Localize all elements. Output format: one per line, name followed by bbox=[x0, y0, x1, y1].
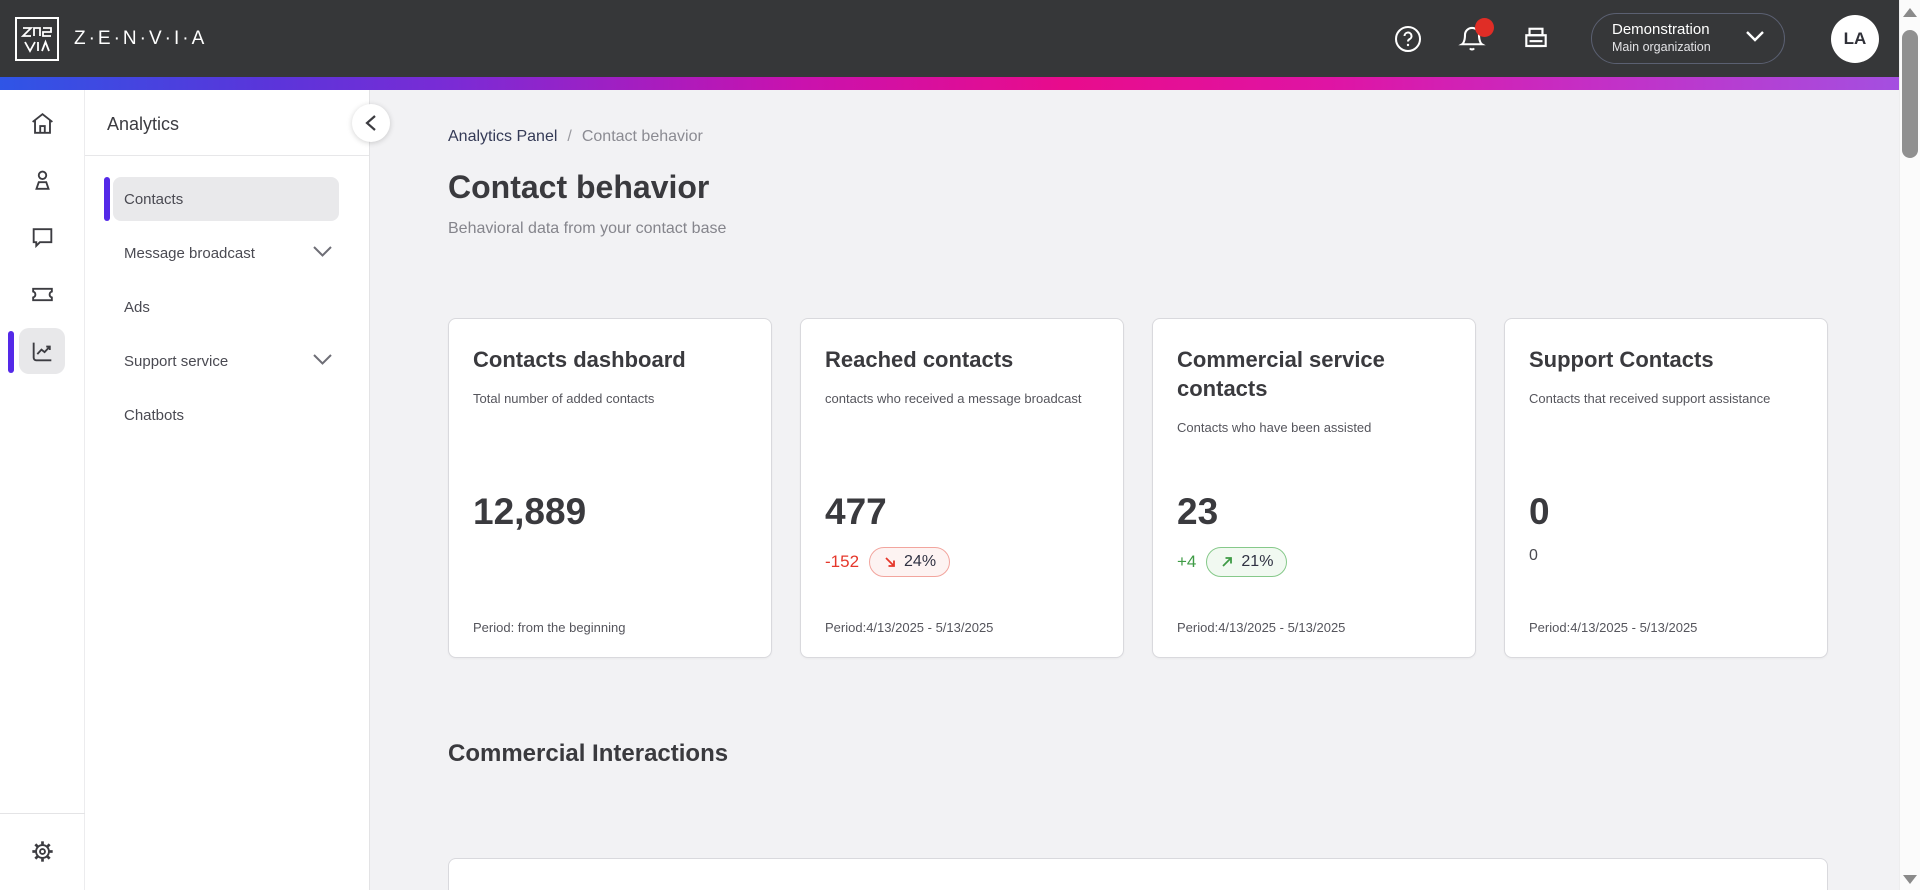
card-delta-row: -152 24% bbox=[825, 547, 951, 577]
chevron-left-icon bbox=[365, 115, 376, 131]
card-commercial-service-contacts: Commercial service contacts Contacts who… bbox=[1152, 318, 1476, 658]
organization-subtitle: Main organization bbox=[1612, 40, 1711, 55]
sidebar-item-label: Support service bbox=[124, 352, 229, 370]
card-period: Period:4/13/2025 - 5/13/2025 bbox=[1529, 620, 1698, 635]
page-subtitle: Behavioral data from your contact base bbox=[448, 220, 727, 237]
scrollbar-thumb[interactable] bbox=[1902, 30, 1918, 158]
card-description: contacts who received a message broadcas… bbox=[825, 391, 1082, 406]
help-icon[interactable] bbox=[1393, 24, 1423, 54]
ticket-icon bbox=[19, 271, 65, 317]
zenvia-logo-icon bbox=[15, 16, 59, 61]
notifications-bell-icon[interactable] bbox=[1457, 17, 1494, 54]
main-content: Analytics Panel / Contact behavior Conta… bbox=[370, 90, 1899, 890]
delta-value: -152 bbox=[825, 552, 860, 571]
commercial-interactions-card bbox=[448, 858, 1828, 890]
card-period: Period:4/13/2025 - 5/13/2025 bbox=[825, 620, 994, 635]
chevron-down-icon bbox=[312, 245, 333, 262]
card-period: Period:4/13/2025 - 5/13/2025 bbox=[1177, 620, 1346, 635]
card-title: Reached contacts bbox=[825, 347, 1014, 372]
arrow-up-right-icon bbox=[1222, 557, 1233, 567]
card-value: 12,889 bbox=[473, 491, 587, 532]
rail-item-conversations[interactable] bbox=[0, 214, 85, 260]
page-scrollbar[interactable] bbox=[1899, 0, 1920, 890]
sidebar-title: Analytics bbox=[107, 114, 180, 134]
analytics-sidebar: Analytics Contacts Message broadcast Ads… bbox=[85, 90, 370, 890]
brand-wordmark: Z·E·N·V·I·A bbox=[74, 27, 208, 49]
rail-divider bbox=[0, 813, 85, 814]
breadcrumb-analytics-panel[interactable]: Analytics Panel bbox=[448, 128, 558, 145]
trend-badge-negative: 24% bbox=[869, 547, 951, 577]
card-period: Period: from the beginning bbox=[473, 620, 626, 635]
card-value: 477 bbox=[825, 491, 887, 532]
card-description: Contacts that received support assistanc… bbox=[1529, 391, 1771, 406]
breadcrumb-current: Contact behavior bbox=[581, 128, 703, 145]
page-title: Contact behavior bbox=[448, 169, 710, 205]
sidebar-menu: Contacts Message broadcast Ads Support s… bbox=[85, 156, 369, 437]
organization-name: Demonstration bbox=[1612, 21, 1710, 39]
sidebar-item-contacts[interactable]: Contacts bbox=[85, 177, 369, 221]
rail-item-settings[interactable] bbox=[0, 828, 85, 874]
person-icon bbox=[19, 157, 65, 203]
breadcrumb-separator: / bbox=[567, 128, 572, 145]
delta-value: +4 bbox=[1177, 552, 1197, 571]
rail-item-home[interactable] bbox=[0, 100, 85, 146]
organization-switcher[interactable]: Demonstration Main organization bbox=[1591, 13, 1785, 64]
sidebar-item-label: Chatbots bbox=[124, 406, 185, 424]
card-description: Contacts who have been assisted bbox=[1177, 420, 1372, 435]
top-bar: Z·E·N·V·I·A De bbox=[0, 0, 1899, 77]
card-title: Commercial service contacts bbox=[1177, 347, 1385, 401]
icon-rail bbox=[0, 90, 85, 890]
scrollbar-up-arrow[interactable] bbox=[1903, 8, 1917, 17]
rail-item-contacts[interactable] bbox=[0, 157, 85, 203]
card-contacts-dashboard: Contacts dashboard Total number of added… bbox=[448, 318, 772, 658]
sidebar-collapse-button[interactable] bbox=[352, 104, 390, 142]
card-support-contacts: Support Contacts Contacts that received … bbox=[1504, 318, 1828, 658]
rail-item-tickets[interactable] bbox=[0, 271, 85, 317]
card-delta-row: 0 bbox=[1529, 547, 1538, 565]
rail-item-analytics[interactable] bbox=[0, 328, 85, 374]
chat-bubble-icon bbox=[19, 214, 65, 260]
sidebar-divider bbox=[85, 155, 369, 156]
sidebar-item-label: Message broadcast bbox=[124, 244, 255, 262]
sidebar-item-message-broadcast[interactable]: Message broadcast bbox=[85, 231, 369, 275]
delta-value: 0 bbox=[1529, 547, 1538, 564]
sidebar-item-support-service[interactable]: Support service bbox=[85, 339, 369, 383]
trend-badge-positive: 21% bbox=[1206, 547, 1288, 577]
chevron-down-icon bbox=[1728, 29, 1766, 48]
printer-icon[interactable] bbox=[1521, 24, 1551, 54]
section-title-commercial-interactions: Commercial Interactions bbox=[448, 740, 729, 767]
delta-percent: 24% bbox=[904, 553, 937, 570]
sidebar-item-label: Ads bbox=[124, 298, 150, 316]
card-title: Support Contacts bbox=[1529, 347, 1714, 372]
card-title: Contacts dashboard bbox=[473, 347, 686, 372]
chevron-down-icon bbox=[312, 353, 333, 370]
card-reached-contacts: Reached contacts contacts who received a… bbox=[800, 318, 1124, 658]
card-delta-row: +4 21% bbox=[1177, 547, 1288, 577]
delta-percent: 21% bbox=[1241, 553, 1274, 570]
card-value: 0 bbox=[1529, 491, 1550, 532]
scrollbar-down-arrow[interactable] bbox=[1903, 875, 1917, 884]
kpi-cards-row: Contacts dashboard Total number of added… bbox=[448, 318, 1899, 658]
line-chart-icon bbox=[19, 328, 65, 374]
gear-icon bbox=[19, 828, 65, 874]
card-value: 23 bbox=[1177, 491, 1219, 532]
arrow-down-right-icon bbox=[885, 557, 895, 567]
sidebar-item-label: Contacts bbox=[124, 190, 184, 208]
notification-dot bbox=[1475, 17, 1494, 37]
brand-gradient-bar bbox=[0, 77, 1899, 90]
sidebar-item-chatbots[interactable]: Chatbots bbox=[85, 393, 369, 437]
sidebar-item-ads[interactable]: Ads bbox=[85, 285, 369, 329]
home-icon bbox=[19, 100, 65, 146]
zenvia-logo[interactable]: Z·E·N·V·I·A bbox=[14, 16, 207, 62]
breadcrumb: Analytics Panel / Contact behavior bbox=[448, 128, 1899, 146]
user-avatar[interactable]: LA bbox=[1831, 14, 1879, 63]
card-description: Total number of added contacts bbox=[473, 391, 655, 406]
